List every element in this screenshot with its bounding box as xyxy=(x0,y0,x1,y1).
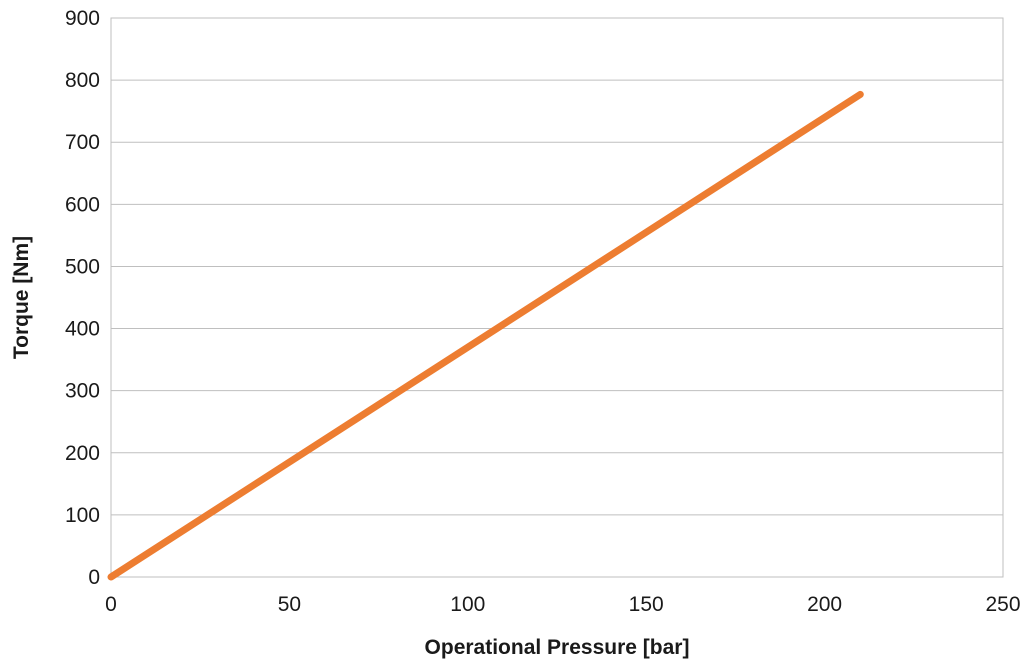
y-axis-ticks: 0 100 200 300 400 500 600 700 800 900 xyxy=(65,7,100,589)
y-tick-label: 900 xyxy=(65,7,100,30)
y-axis-title: Torque [Nm] xyxy=(10,236,33,359)
y-tick-label: 0 xyxy=(88,566,100,589)
x-axis-title: Operational Pressure [bar] xyxy=(425,636,690,659)
x-tick-label: 200 xyxy=(807,593,842,616)
y-tick-label: 500 xyxy=(65,255,100,278)
x-tick-label: 0 xyxy=(105,593,117,616)
y-tick-label: 400 xyxy=(65,318,100,341)
y-tick-label: 700 xyxy=(65,131,100,154)
x-tick-label: 250 xyxy=(985,593,1020,616)
y-tick-label: 300 xyxy=(65,380,100,403)
y-tick-label: 600 xyxy=(65,193,100,216)
y-tick-label: 200 xyxy=(65,442,100,465)
x-tick-label: 150 xyxy=(629,593,664,616)
x-tick-label: 50 xyxy=(278,593,301,616)
series-layer xyxy=(111,94,860,577)
series-line-0 xyxy=(111,94,860,577)
y-tick-label: 800 xyxy=(65,69,100,92)
x-tick-label: 100 xyxy=(450,593,485,616)
y-tick-label: 100 xyxy=(65,504,100,527)
x-axis-ticks: 0 50 100 150 200 250 xyxy=(105,593,1020,616)
